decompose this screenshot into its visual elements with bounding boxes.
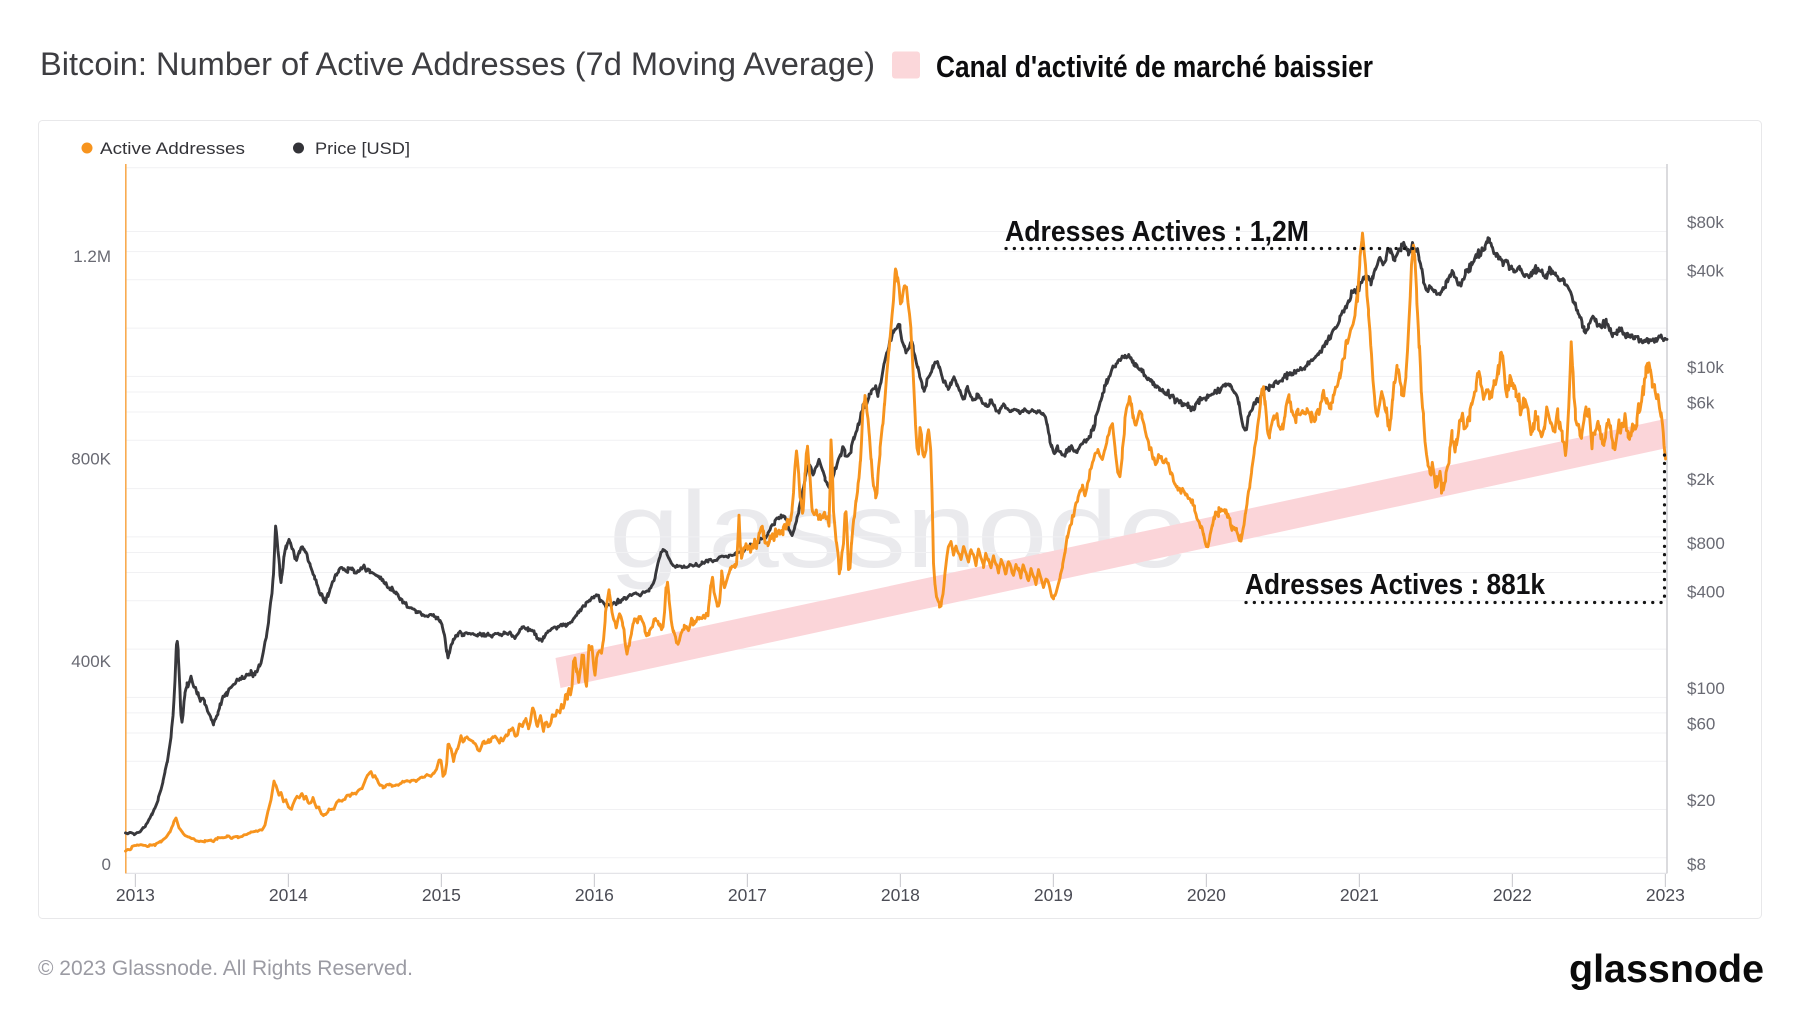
svg-text:$80k: $80k	[1687, 213, 1724, 232]
svg-text:Canal d'activité de marché bai: Canal d'activité de marché baissier	[936, 49, 1373, 84]
svg-text:2015: 2015	[422, 885, 461, 905]
svg-text:Bitcoin: Number of Active Addr: Bitcoin: Number of Active Addresses (7d …	[40, 46, 875, 82]
svg-text:$2k: $2k	[1687, 470, 1715, 489]
svg-text:Adresses Actives : 1,2M: Adresses Actives : 1,2M	[1005, 216, 1309, 248]
svg-text:400K: 400K	[71, 652, 111, 671]
svg-text:$8: $8	[1687, 855, 1706, 874]
svg-text:glassnode: glassnode	[1569, 948, 1764, 991]
svg-text:2019: 2019	[1034, 885, 1073, 905]
svg-text:Price [USD]: Price [USD]	[315, 139, 410, 158]
svg-text:$40k: $40k	[1687, 261, 1724, 280]
svg-text:0: 0	[102, 855, 111, 874]
svg-text:2018: 2018	[881, 885, 920, 905]
svg-text:800K: 800K	[71, 450, 111, 469]
svg-text:$10k: $10k	[1687, 358, 1724, 377]
svg-text:2017: 2017	[728, 885, 767, 905]
svg-text:$800: $800	[1687, 534, 1725, 553]
svg-text:$400: $400	[1687, 582, 1725, 601]
svg-text:2016: 2016	[575, 885, 614, 905]
svg-text:Adresses Actives : 881k: Adresses Actives : 881k	[1245, 569, 1546, 601]
svg-text:2020: 2020	[1187, 885, 1226, 905]
svg-text:2021: 2021	[1340, 885, 1379, 905]
svg-text:2022: 2022	[1493, 885, 1532, 905]
svg-text:2013: 2013	[116, 885, 155, 905]
svg-text:2014: 2014	[269, 885, 308, 905]
svg-text:$60: $60	[1687, 715, 1715, 734]
svg-text:$20: $20	[1687, 791, 1715, 810]
svg-text:$100: $100	[1687, 679, 1725, 698]
svg-text:glassnode: glassnode	[609, 469, 1189, 590]
svg-text:2023: 2023	[1646, 885, 1685, 905]
svg-text:© 2023 Glassnode. All Rights R: © 2023 Glassnode. All Rights Reserved.	[38, 957, 413, 980]
svg-text:Active Addresses: Active Addresses	[100, 139, 245, 158]
svg-text:$6k: $6k	[1687, 394, 1715, 413]
svg-text:1.2M: 1.2M	[73, 247, 111, 266]
